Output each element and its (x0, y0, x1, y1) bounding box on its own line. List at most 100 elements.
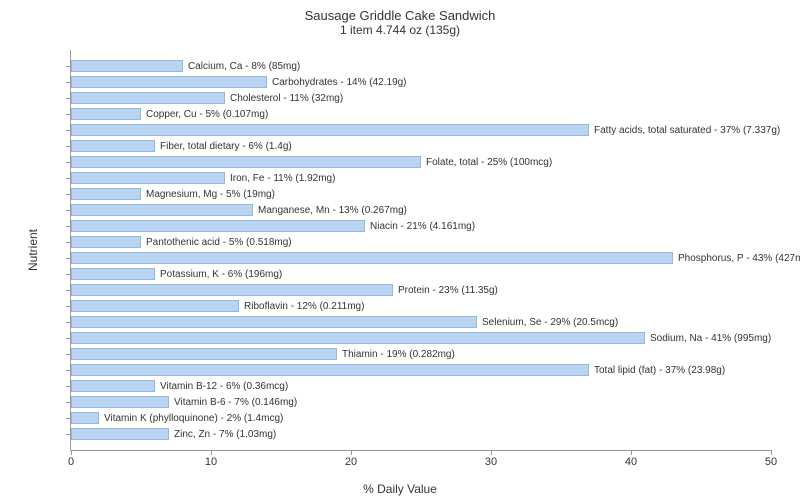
nutrient-bar (71, 252, 673, 264)
y-tick (66, 146, 71, 147)
bar-row: Total lipid (fat) - 37% (23.98g) (71, 362, 725, 378)
bar-row: Manganese, Mn - 13% (0.267mg) (71, 202, 407, 218)
nutrient-bar (71, 300, 239, 312)
y-tick (66, 434, 71, 435)
bar-label: Folate, total - 25% (100mcg) (426, 157, 552, 168)
y-tick (66, 338, 71, 339)
bar-label: Zinc, Zn - 7% (1.03mg) (174, 429, 276, 440)
y-tick (66, 290, 71, 291)
bar-label: Fatty acids, total saturated - 37% (7.33… (594, 125, 780, 136)
y-tick (66, 210, 71, 211)
bar-row: Potassium, K - 6% (196mg) (71, 266, 282, 282)
bar-label: Selenium, Se - 29% (20.5mcg) (482, 317, 618, 328)
bar-row: Copper, Cu - 5% (0.107mg) (71, 106, 268, 122)
bar-row: Niacin - 21% (4.161mg) (71, 218, 475, 234)
nutrient-bar (71, 172, 225, 184)
nutrient-bar (71, 204, 253, 216)
nutrient-bar (71, 188, 141, 200)
bar-label: Thiamin - 19% (0.282mg) (342, 349, 455, 360)
nutrient-bar (71, 316, 477, 328)
y-tick (66, 242, 71, 243)
y-tick (66, 130, 71, 131)
y-axis-label: Nutrient (26, 229, 40, 271)
y-tick (66, 402, 71, 403)
x-tick-line (351, 450, 352, 455)
y-tick (66, 386, 71, 387)
y-tick (66, 178, 71, 179)
y-tick (66, 162, 71, 163)
bar-label: Pantothenic acid - 5% (0.518mg) (146, 237, 292, 248)
bar-label: Magnesium, Mg - 5% (19mg) (146, 189, 275, 200)
y-tick (66, 418, 71, 419)
bar-row: Vitamin B-12 - 6% (0.36mcg) (71, 378, 288, 394)
chart-title: Sausage Griddle Cake Sandwich (0, 0, 800, 23)
y-tick (66, 370, 71, 371)
bar-row: Calcium, Ca - 8% (85mg) (71, 58, 300, 74)
bar-label: Sodium, Na - 41% (995mg) (650, 333, 771, 344)
nutrient-bar (71, 76, 267, 88)
bar-label: Niacin - 21% (4.161mg) (370, 221, 475, 232)
y-tick (66, 258, 71, 259)
nutrient-bar (71, 268, 155, 280)
nutrient-bar (71, 140, 155, 152)
bar-label: Protein - 23% (11.35g) (398, 285, 498, 296)
bar-row: Magnesium, Mg - 5% (19mg) (71, 186, 275, 202)
y-tick (66, 306, 71, 307)
nutrient-bar (71, 284, 393, 296)
bar-row: Sodium, Na - 41% (995mg) (71, 330, 771, 346)
nutrient-bar (71, 220, 365, 232)
bar-label: Riboflavin - 12% (0.211mg) (244, 301, 364, 312)
bar-row: Fiber, total dietary - 6% (1.4g) (71, 138, 292, 154)
bar-label: Vitamin K (phylloquinone) - 2% (1.4mcg) (104, 413, 283, 424)
bar-row: Protein - 23% (11.35g) (71, 282, 498, 298)
nutrient-bar (71, 428, 169, 440)
x-tick-label: 20 (345, 456, 357, 468)
x-tick-line (71, 450, 72, 455)
x-tick-line (771, 450, 772, 455)
bar-label: Total lipid (fat) - 37% (23.98g) (594, 365, 725, 376)
bar-label: Cholesterol - 11% (32mg) (230, 93, 343, 104)
y-tick (66, 98, 71, 99)
bar-row: Riboflavin - 12% (0.211mg) (71, 298, 364, 314)
bar-label: Vitamin B-6 - 7% (0.146mg) (174, 397, 297, 408)
bar-row: Zinc, Zn - 7% (1.03mg) (71, 426, 276, 442)
bar-row: Vitamin K (phylloquinone) - 2% (1.4mcg) (71, 410, 283, 426)
nutrient-bar (71, 412, 99, 424)
bar-row: Vitamin B-6 - 7% (0.146mg) (71, 394, 297, 410)
y-tick (66, 194, 71, 195)
nutrient-bar (71, 92, 225, 104)
y-tick (66, 226, 71, 227)
x-tick-label: 50 (765, 456, 777, 468)
bar-label: Calcium, Ca - 8% (85mg) (188, 61, 300, 72)
y-tick (66, 354, 71, 355)
y-tick (66, 66, 71, 67)
bar-row: Phosphorus, P - 43% (427mg) (71, 250, 800, 266)
x-tick-label: 30 (485, 456, 497, 468)
y-tick (66, 82, 71, 83)
nutrient-bar (71, 380, 155, 392)
bar-row: Folate, total - 25% (100mcg) (71, 154, 552, 170)
bar-row: Pantothenic acid - 5% (0.518mg) (71, 234, 292, 250)
plot-area: Calcium, Ca - 8% (85mg) Carbohydrates - 1… (70, 50, 771, 451)
bar-label: Potassium, K - 6% (196mg) (160, 269, 282, 280)
bar-row: Selenium, Se - 29% (20.5mcg) (71, 314, 618, 330)
nutrient-bar (71, 156, 421, 168)
nutrient-chart: Sausage Griddle Cake Sandwich 1 item 4.7… (0, 0, 800, 500)
x-tick-label: 0 (68, 456, 74, 468)
bar-label: Copper, Cu - 5% (0.107mg) (146, 109, 268, 120)
y-tick (66, 322, 71, 323)
chart-subtitle: 1 item 4.744 oz (135g) (0, 23, 800, 43)
nutrient-bar (71, 396, 169, 408)
bar-label: Iron, Fe - 11% (1.92mg) (230, 173, 335, 184)
bar-label: Phosphorus, P - 43% (427mg) (678, 253, 800, 264)
bar-row: Carbohydrates - 14% (42.19g) (71, 74, 407, 90)
x-tick-label: 10 (205, 456, 217, 468)
bar-label: Carbohydrates - 14% (42.19g) (272, 77, 407, 88)
bar-row: Fatty acids, total saturated - 37% (7.33… (71, 122, 780, 138)
x-tick-line (491, 450, 492, 455)
nutrient-bar (71, 108, 141, 120)
x-axis-label: % Daily Value (363, 482, 437, 496)
bar-label: Fiber, total dietary - 6% (1.4g) (160, 141, 292, 152)
nutrient-bar (71, 60, 183, 72)
bar-row: Cholesterol - 11% (32mg) (71, 90, 343, 106)
